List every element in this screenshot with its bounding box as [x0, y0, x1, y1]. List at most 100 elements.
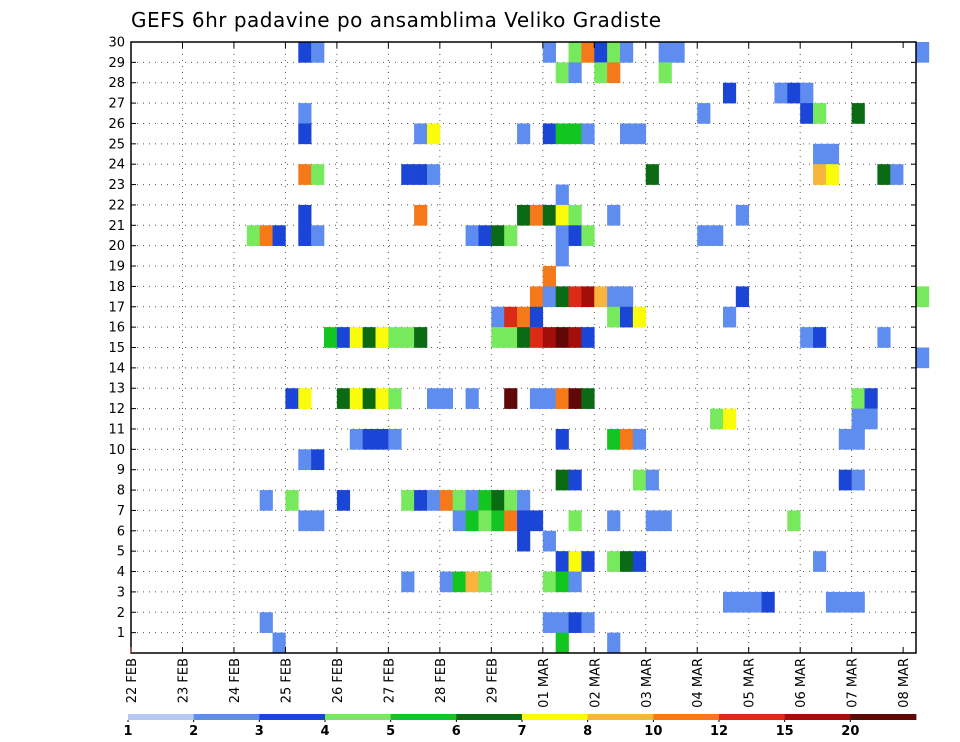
precip-cell [851, 469, 865, 491]
precip-cell [529, 388, 544, 409]
precip-cell [568, 42, 582, 63]
legend-swatch [587, 714, 654, 720]
precip-cell [722, 591, 737, 613]
precip-cell [568, 123, 582, 145]
precip-cell [594, 42, 608, 63]
precip-cell [620, 286, 634, 308]
precip-cell [529, 204, 544, 226]
precip-cell [465, 510, 479, 532]
precip-cell [851, 103, 865, 124]
precip-cell [813, 143, 827, 165]
y-tick-label: 10 [108, 443, 125, 458]
precip-cell [632, 123, 647, 145]
legend-label: 1 [123, 724, 132, 739]
precip-cell [388, 428, 402, 450]
y-tick-label: 23 [108, 178, 125, 193]
precip-cell [555, 428, 569, 450]
precip-cell [607, 632, 621, 654]
precip-cell [632, 551, 647, 572]
x-tick-label: 22 FEB [125, 658, 140, 703]
precip-cell [478, 225, 492, 246]
precip-cell [349, 388, 363, 409]
precip-cell [851, 428, 865, 450]
precip-cell [697, 103, 711, 124]
precip-cell [800, 327, 814, 348]
precip-cell [311, 510, 325, 532]
precip-cell [298, 123, 312, 145]
y-tick-label: 16 [108, 321, 125, 336]
precip-cell [813, 164, 827, 185]
legend-label: 4 [320, 724, 329, 739]
precip-cell [838, 428, 852, 450]
precip-cell [298, 164, 312, 185]
x-tick-label: 03 MAR [640, 658, 655, 708]
precip-cell [491, 327, 505, 348]
precip-cell [851, 388, 865, 409]
legend-label: 5 [386, 724, 395, 739]
precip-cell [916, 42, 930, 63]
precip-cell [388, 388, 402, 409]
precip-cell [722, 306, 737, 328]
precip-cell [336, 490, 351, 511]
precip-cell [697, 225, 711, 246]
y-tick-label: 6 [117, 524, 125, 539]
precip-cell [517, 510, 531, 532]
precip-cell [568, 551, 582, 572]
precip-cell [362, 428, 376, 450]
precip-cell [722, 408, 737, 430]
precip-cell [504, 490, 518, 511]
precip-cell [645, 469, 659, 491]
precip-cell [594, 286, 608, 308]
precip-cell [877, 164, 891, 185]
precip-cell [452, 571, 466, 593]
legend-swatch [522, 714, 589, 720]
precip-cell [465, 388, 479, 409]
precip-cell [568, 571, 582, 593]
y-tick-label: 11 [108, 422, 125, 437]
precip-cell [401, 164, 415, 185]
precip-cell [542, 612, 556, 633]
precip-cell [375, 327, 389, 348]
precip-cell [246, 225, 260, 246]
precip-cell [259, 225, 273, 246]
precip-cell [658, 42, 672, 63]
precip-cell [414, 123, 428, 145]
precip-cell [478, 510, 492, 532]
precip-cell [362, 327, 376, 348]
precip-cell [787, 82, 801, 104]
precip-cell [426, 388, 441, 409]
precip-cell [761, 591, 775, 613]
precip-cell [349, 428, 363, 450]
precip-cell [362, 388, 376, 409]
legend-label: 6 [452, 724, 461, 739]
x-tick-label: 28 FEB [434, 658, 449, 703]
precip-cell [478, 490, 492, 511]
precip-cell [504, 510, 518, 532]
y-tick-label: 27 [108, 97, 125, 112]
precip-cell [259, 490, 273, 511]
precip-cell [375, 388, 389, 409]
legend-label: 20 [841, 724, 859, 739]
precip-cell [298, 449, 312, 470]
precip-cell [916, 286, 930, 308]
precip-cell [813, 551, 827, 572]
precip-cell [735, 204, 750, 226]
x-tick-label: 04 MAR [691, 658, 706, 708]
x-tick-label: 24 FEB [228, 658, 243, 703]
precip-cell [568, 612, 582, 633]
legend-label: 10 [644, 724, 662, 739]
precip-cell [401, 327, 415, 348]
precip-cell [542, 204, 556, 226]
precip-cell [607, 551, 621, 572]
precip-cell [568, 469, 582, 491]
precip-cell [324, 327, 338, 348]
y-tick-label: 2 [117, 606, 125, 621]
precip-cell [336, 388, 351, 409]
precip-cell [439, 388, 454, 409]
precip-cell [620, 123, 634, 145]
data-cells [246, 42, 930, 654]
precip-cell [581, 327, 595, 348]
precip-cell [465, 571, 479, 593]
precip-cell [658, 62, 672, 84]
y-tick-label: 21 [108, 219, 125, 234]
